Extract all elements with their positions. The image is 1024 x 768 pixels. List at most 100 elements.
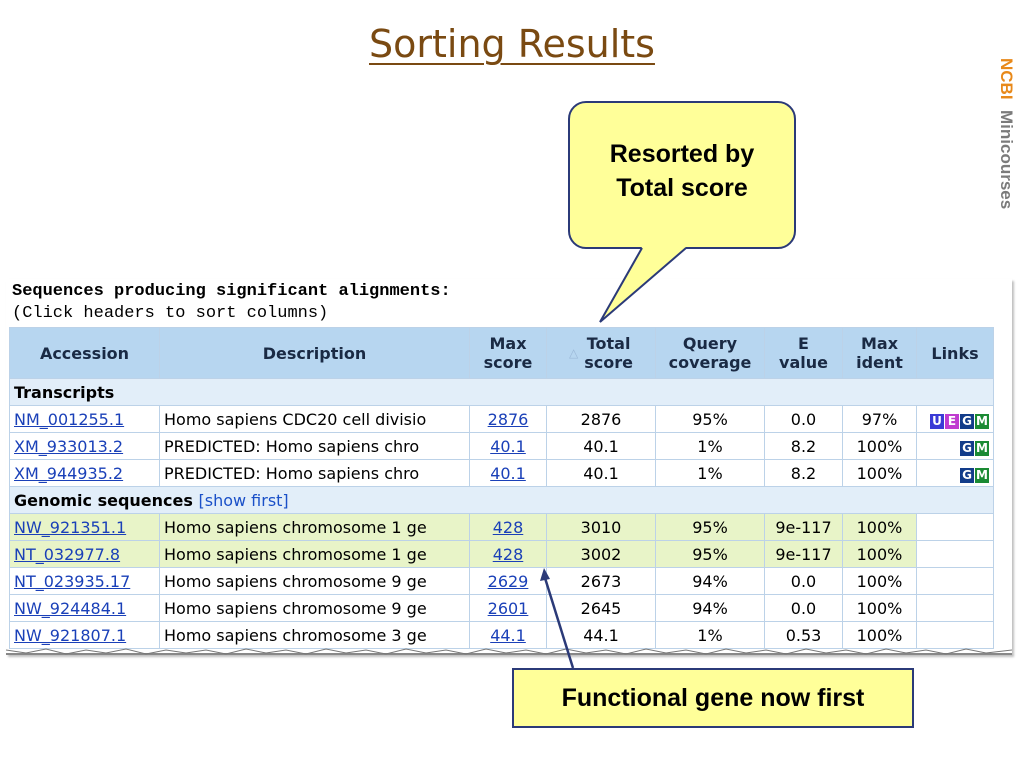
accession-link[interactable]: NW_924484.1 <box>14 598 127 618</box>
description-text-cell: PREDICTED: Homo sapiens chro <box>159 459 470 487</box>
max-score-link[interactable]: 2629 <box>487 571 529 591</box>
total-score: 3002 <box>580 544 622 564</box>
max-ident: 100% <box>856 571 903 591</box>
max-score-link[interactable]: 2876 <box>487 409 529 429</box>
query-coverage-cell: 94% <box>655 567 765 595</box>
accession-link[interactable]: NW_921351.1 <box>14 517 127 537</box>
table-row: NM_001255.1 Homo sapiens CDC20 cell divis… <box>9 405 994 433</box>
e-value: 8.2 <box>790 463 817 483</box>
link-badge-m-icon[interactable]: M <box>975 440 989 456</box>
link-badge-g-icon[interactable]: G <box>960 467 974 483</box>
link-badge-e-icon[interactable]: E <box>945 413 959 429</box>
link-badge-m-icon[interactable]: M <box>975 413 989 429</box>
brand-ncbi: NCBI <box>997 58 1016 100</box>
description-text-cell: Homo sapiens chromosome 9 ge <box>159 567 470 595</box>
column-header-label: E value <box>779 334 828 372</box>
accession-link-cell[interactable]: NM_001255.1 <box>9 405 160 433</box>
accession-link-cell[interactable]: NW_924484.1 <box>9 594 160 622</box>
link-badge-u-icon[interactable]: U <box>930 413 944 429</box>
results-heading: Sequences producing significant alignmen… <box>12 282 451 301</box>
total-score: 2673 <box>580 571 622 591</box>
query-coverage: 1% <box>697 463 723 483</box>
column-header-max-ident[interactable]: Max ident <box>842 327 917 379</box>
total-score-cell: 2673 <box>546 567 656 595</box>
max-score-link[interactable]: 428 <box>492 517 524 537</box>
column-header-accession[interactable]: Accession <box>9 327 160 379</box>
query-coverage-cell: 1% <box>655 459 765 487</box>
links-cell <box>916 540 994 568</box>
show-first-link[interactable]: [show first] <box>198 490 289 510</box>
resorted-callout-line2: Total score <box>616 174 748 202</box>
max-score-link-cell[interactable]: 428 <box>469 540 547 568</box>
max-score-link[interactable]: 2601 <box>487 598 529 618</box>
column-header-total-score[interactable]: △ Total score <box>546 327 656 379</box>
total-score: 2645 <box>580 598 622 618</box>
accession-link[interactable]: NT_023935.17 <box>14 571 131 591</box>
table-header-row: Accession Description Max score △ Total scor… <box>9 327 994 379</box>
link-badge-m-icon[interactable]: M <box>975 467 989 483</box>
column-header-links[interactable]: Links <box>916 327 994 379</box>
accession-link-cell[interactable]: XM_933013.2 <box>9 432 160 460</box>
accession-link-cell[interactable]: NW_921807.1 <box>9 621 160 649</box>
total-score-cell: 40.1 <box>546 459 656 487</box>
query-coverage: 95% <box>692 517 728 537</box>
description-text-cell: Homo sapiens CDC20 cell divisio <box>159 405 470 433</box>
accession-link[interactable]: XM_933013.2 <box>14 436 124 456</box>
description-text: PREDICTED: Homo sapiens chro <box>164 436 420 456</box>
section-title: Transcripts <box>14 382 115 402</box>
max-score-link[interactable]: 44.1 <box>490 625 526 645</box>
accession-link-cell[interactable]: NW_921351.1 <box>9 513 160 541</box>
accession-link[interactable]: NT_032977.8 <box>14 544 121 564</box>
max-ident-cell: 100% <box>842 567 917 595</box>
e-value-cell: 0.53 <box>764 621 843 649</box>
max-score-link[interactable]: 40.1 <box>490 463 526 483</box>
accession-link-cell[interactable]: XM_944935.2 <box>9 459 160 487</box>
accession-link[interactable]: XM_944935.2 <box>14 463 124 483</box>
max-ident-cell: 100% <box>842 513 917 541</box>
column-header-max-score[interactable]: Max score <box>469 327 547 379</box>
max-ident-cell: 100% <box>842 540 917 568</box>
table-row: XM_933013.2 PREDICTED: Homo sapiens chro 4… <box>9 432 994 460</box>
e-value: 0.0 <box>790 598 817 618</box>
max-score-link-cell[interactable]: 44.1 <box>469 621 547 649</box>
column-header-query-coverage[interactable]: Query coverage <box>655 327 765 379</box>
e-value-cell: 8.2 <box>764 432 843 460</box>
max-score-link[interactable]: 40.1 <box>490 436 526 456</box>
table-row: NT_032977.8 Homo sapiens chromosome 1 ge 4… <box>9 540 994 568</box>
accession-link[interactable]: NM_001255.1 <box>14 409 125 429</box>
brand-minicourses: Minicourses <box>997 110 1016 210</box>
link-badge-g-icon[interactable]: G <box>960 413 974 429</box>
accession-link-cell[interactable]: NT_032977.8 <box>9 540 160 568</box>
max-score-link-cell[interactable]: 428 <box>469 513 547 541</box>
section-row: Genomic sequences [show first] <box>9 486 994 514</box>
max-ident-cell: 100% <box>842 621 917 649</box>
max-score-link-cell[interactable]: 2876 <box>469 405 547 433</box>
max-score-link-cell[interactable]: 2601 <box>469 594 547 622</box>
links-cell <box>916 567 994 595</box>
accession-link[interactable]: NW_921807.1 <box>14 625 127 645</box>
link-badge-g-icon[interactable]: G <box>960 440 974 456</box>
e-value-cell: 8.2 <box>764 459 843 487</box>
max-score-link-cell[interactable]: 40.1 <box>469 459 547 487</box>
max-ident: 100% <box>856 463 903 483</box>
table-row: NW_921807.1 Homo sapiens chromosome 3 ge 4… <box>9 621 994 649</box>
e-value-cell: 0.0 <box>764 594 843 622</box>
description-text: Homo sapiens chromosome 9 ge <box>164 598 427 618</box>
column-header-e-value[interactable]: E value <box>764 327 843 379</box>
max-score-link-cell[interactable]: 2629 <box>469 567 547 595</box>
torn-edge <box>6 648 1012 655</box>
functional-callout: Functional gene now first <box>512 668 914 728</box>
sort-ascending-icon: △ <box>569 345 579 360</box>
section-title-cell: Genomic sequences [show first] <box>9 486 994 514</box>
links-cell <box>916 594 994 622</box>
table-row: XM_944935.2 PREDICTED: Homo sapiens chro 4… <box>9 459 994 487</box>
e-value-cell: 9e-117 <box>764 540 843 568</box>
max-score-link-cell[interactable]: 40.1 <box>469 432 547 460</box>
total-score: 44.1 <box>583 625 619 645</box>
e-value: 9e-117 <box>775 517 832 537</box>
column-header-description[interactable]: Description <box>159 327 470 379</box>
query-coverage-cell: 1% <box>655 621 765 649</box>
max-score-link[interactable]: 428 <box>492 544 524 564</box>
accession-link-cell[interactable]: NT_023935.17 <box>9 567 160 595</box>
